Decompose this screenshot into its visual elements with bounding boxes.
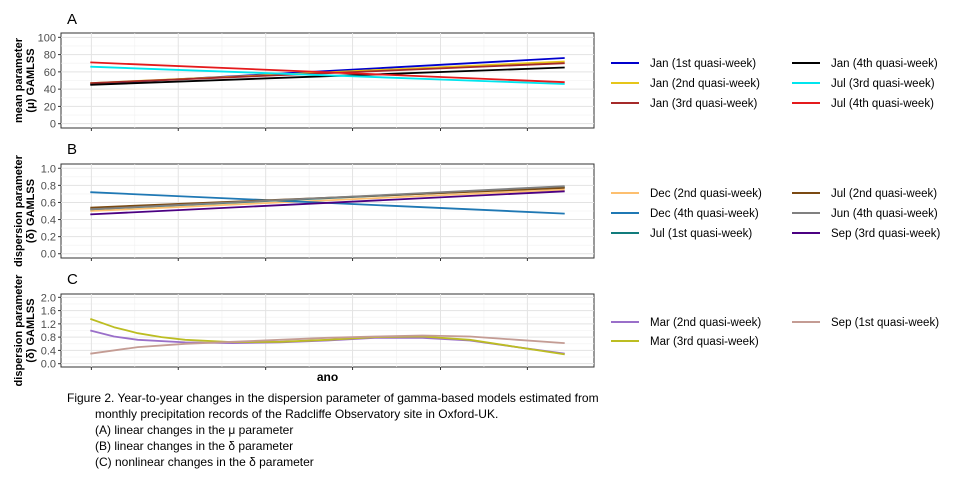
series-line [90,190,565,216]
panel-letter: B [67,141,77,158]
legend-label: Jun (4th quasi-week) [831,208,938,220]
y-axis-label: (δ) GAMLSS [25,298,37,362]
legend-label: Dec (4th quasi-week) [650,208,759,220]
series-line [90,188,565,212]
series-line [90,185,565,211]
legend-label: Mar (2nd quasi-week) [650,317,761,329]
y-tick-label: 20 [44,101,56,113]
figure-caption: Figure 2. Year-to-year changes in the di… [67,390,707,470]
x-axis-label: ano [317,370,338,384]
legend-label: Mar (3rd quasi-week) [650,336,759,348]
legend-label: Jan (2nd quasi-week) [650,78,760,90]
y-axis-label: (δ) GAMLSS [25,179,37,243]
panel-letter: A [67,11,77,28]
y-tick-label: 0.0 [41,249,56,261]
y-tick-label: 0.0 [41,359,56,371]
caption-line: (C) nonlinear changes in the δ parameter [95,455,314,469]
legend-label: Jan (4th quasi-week) [831,58,938,70]
legend-label: Sep (1st quasi-week) [831,317,939,329]
y-tick-label: 1.0 [41,163,56,175]
y-tick-label: 0.8 [41,180,56,192]
y-tick-label: 0.6 [41,197,56,209]
y-tick-label: 0.4 [41,345,56,357]
caption-line: (B) linear changes in the δ parameter [95,439,294,453]
y-tick-label: 2.0 [41,292,56,304]
y-tick-label: 80 [44,50,56,62]
legend-label: Jan (1st quasi-week) [650,58,756,70]
legend-label: Jan (3rd quasi-week) [650,98,758,110]
y-tick-label: 0.8 [41,332,56,344]
y-tick-label: 40 [44,84,56,96]
y-tick-label: 0.4 [41,215,56,227]
legend-label: Jul (3rd quasi-week) [831,78,935,90]
legend-label: Jul (1st quasi-week) [650,228,752,240]
series-line [90,65,565,85]
y-tick-label: 1.2 [41,319,56,331]
legend-label: Jul (2nd quasi-week) [831,188,937,200]
y-axis-label: (μ) GAMLSS [25,48,37,112]
legend-label: Dec (2nd quasi-week) [650,188,762,200]
y-axis-label: dispersion parameter [13,274,25,387]
series-line [90,318,565,356]
legend-label: Jul (4th quasi-week) [831,98,934,110]
caption-line: monthly precipitation records of the Rad… [95,407,499,421]
y-axis-label: dispersion parameter [13,154,25,267]
y-tick-label: 60 [44,67,56,79]
panel-letter: C [67,271,78,288]
y-axis-label: mean parameter [13,37,25,123]
y-tick-label: 0 [50,119,56,131]
caption-line: (A) linear changes in the μ parameter [95,423,294,437]
legend-label: Sep (3rd quasi-week) [831,228,940,240]
series-line [90,61,565,84]
y-tick-label: 0.2 [41,232,56,244]
series-line [90,334,565,355]
y-tick-label: 100 [38,32,56,44]
y-tick-label: 1.6 [41,306,56,318]
caption-line: Figure 2. Year-to-year changes in the di… [67,391,599,405]
